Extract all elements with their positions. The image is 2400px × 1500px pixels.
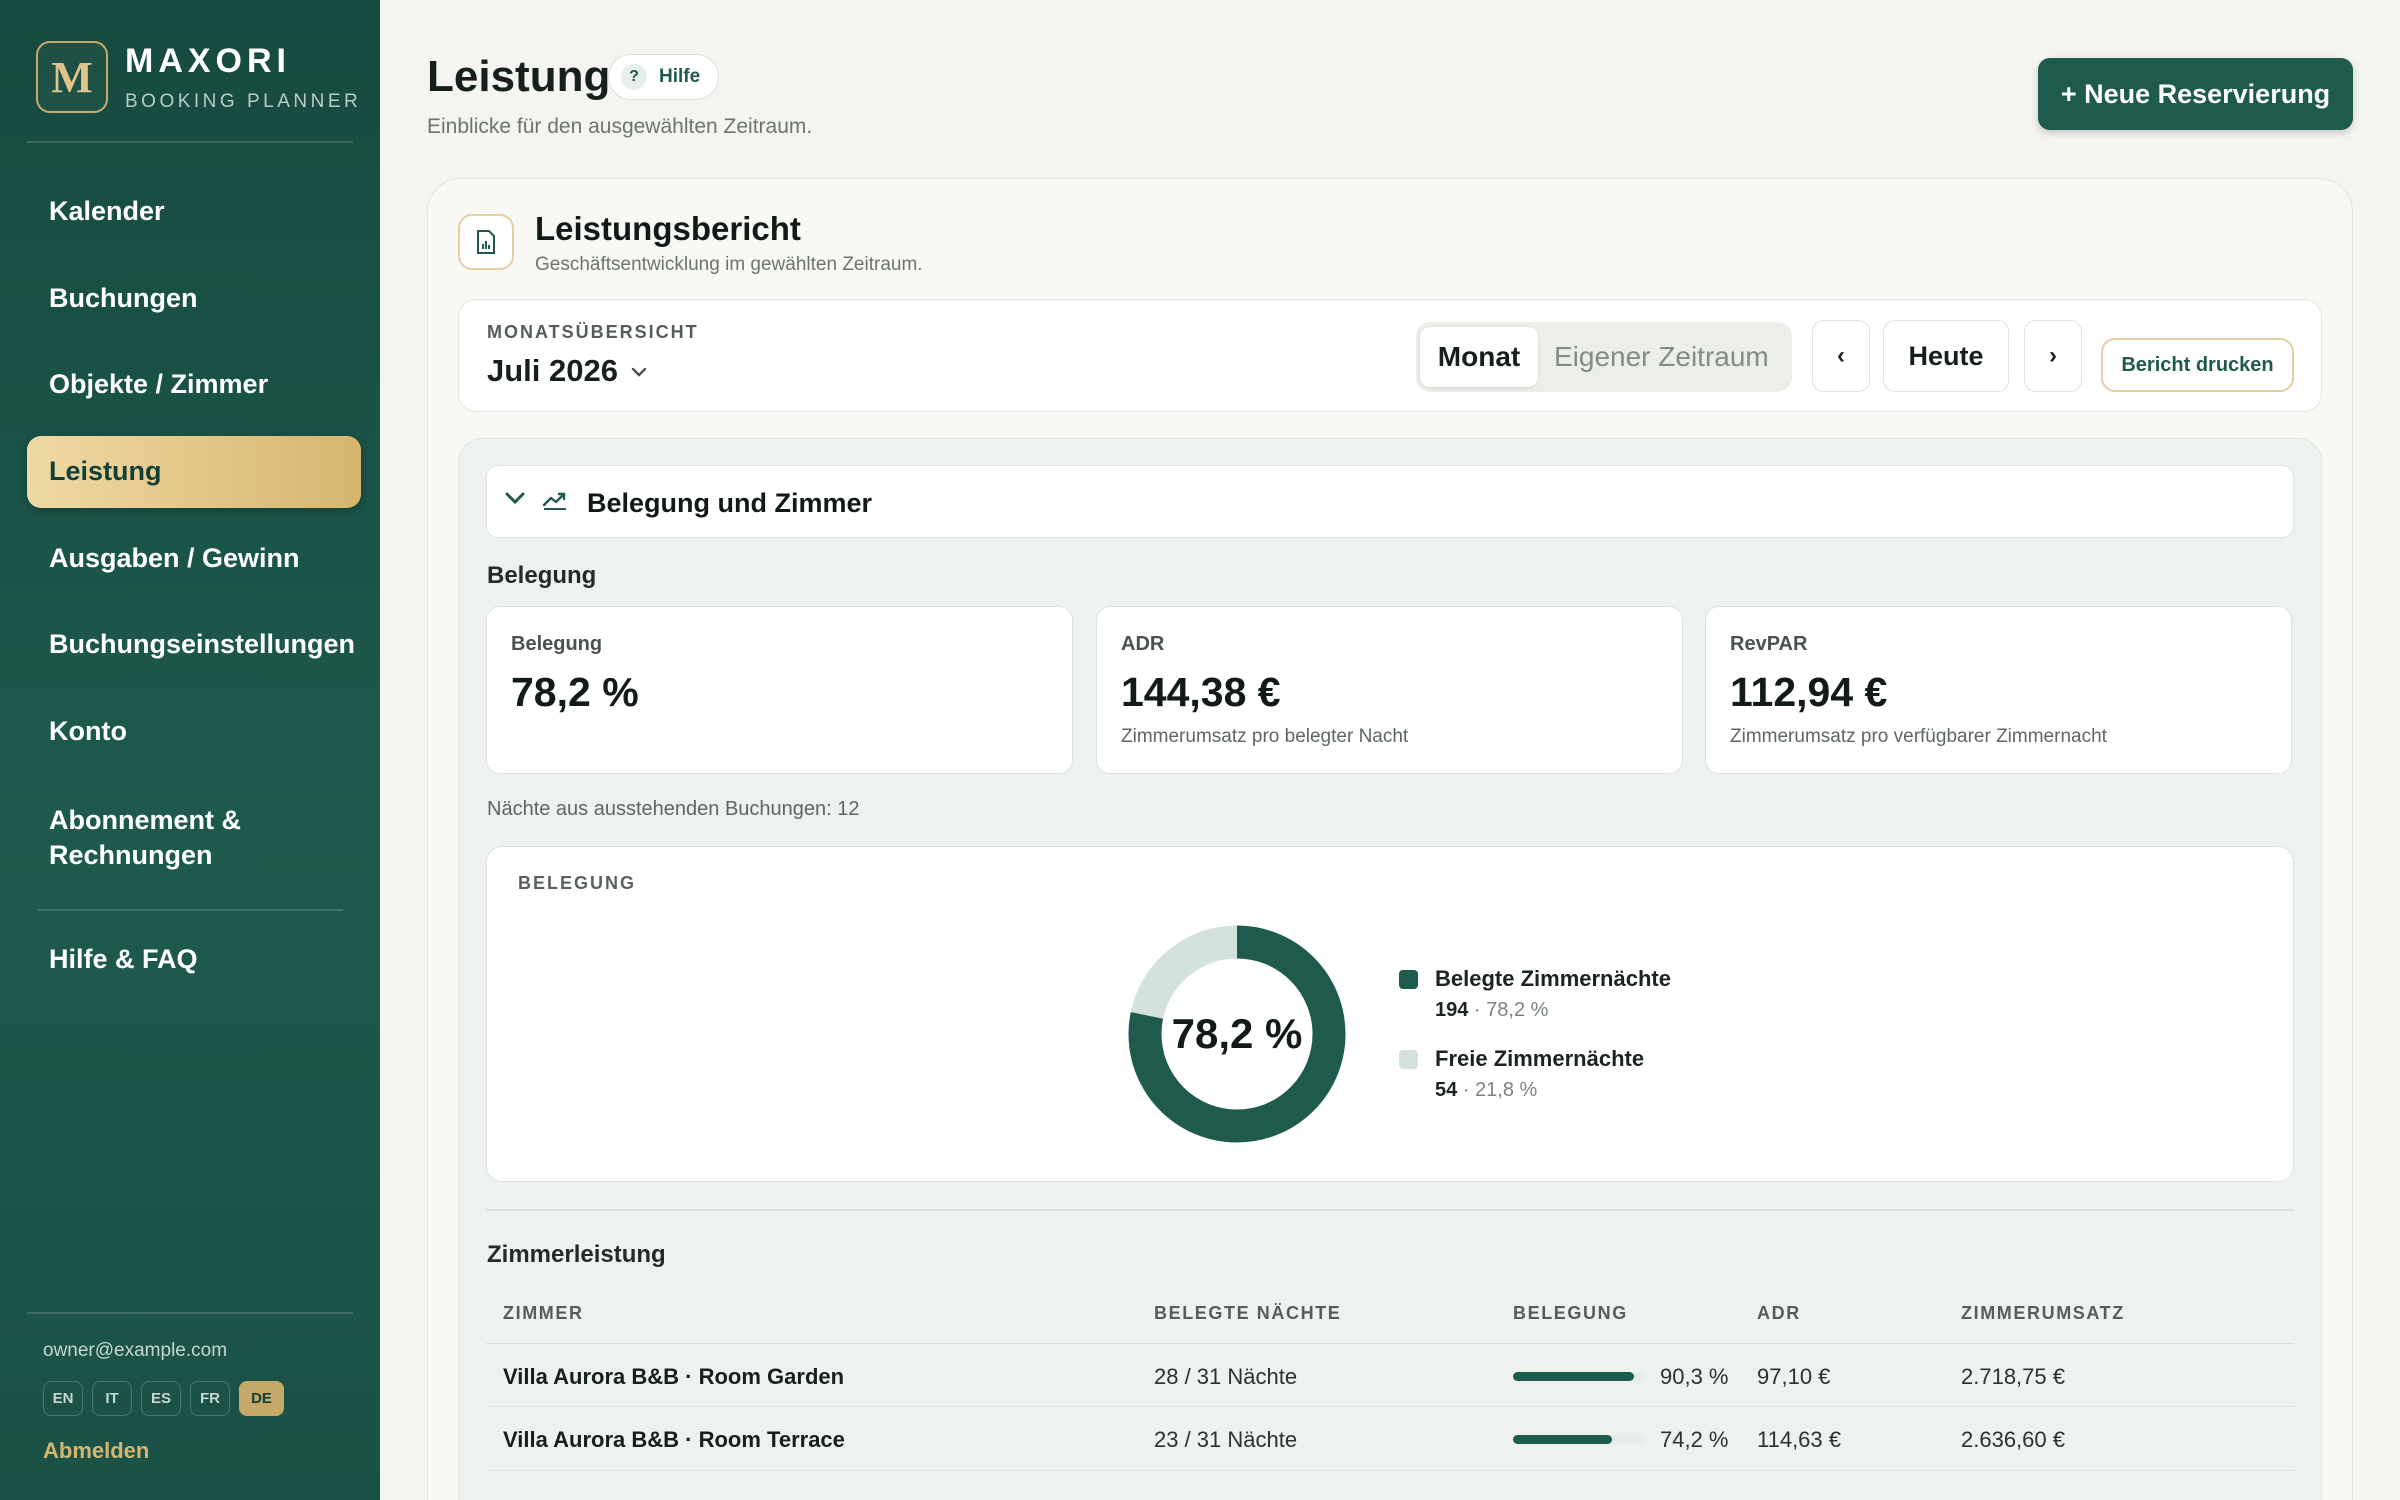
row-divider (486, 1470, 2294, 1471)
report-title: Leistungsbericht (535, 210, 801, 247)
chevron-down-icon[interactable] (504, 485, 526, 513)
previous-period-button[interactable]: ‹ (1812, 320, 1870, 392)
language-switcher: EN IT ES FR DE (43, 1381, 284, 1416)
kpi-card-adr: ADR 144,38 € Zimmerumsatz pro belegter N… (1096, 606, 1683, 774)
brand-logo: M (36, 41, 108, 113)
legend-value-occupied: 194 · 78,2 % (1435, 999, 1549, 1021)
language-de-button[interactable]: DE (239, 1381, 284, 1416)
sidebar-item-buchungseinstellungen[interactable]: Buchungseinstellungen (49, 629, 356, 660)
occupancy-bar-fill (1513, 1372, 1634, 1381)
section-divider (486, 1209, 2294, 1211)
chevron-down-icon[interactable] (630, 358, 648, 384)
language-fr-button[interactable]: FR (190, 1381, 230, 1416)
column-header-room: ZIMMER (503, 1303, 584, 1323)
language-it-button[interactable]: IT (92, 1381, 132, 1416)
occupancy-bar (1513, 1435, 1647, 1444)
room-name: Villa Aurora B&B · Room Terrace (503, 1427, 845, 1452)
report-toolbar (458, 299, 2322, 412)
report-subtitle: Geschäftsentwicklung im gewählten Zeitra… (535, 254, 923, 275)
kpi-value: 144,38 € (1121, 669, 1281, 715)
occupancy-chart-card (486, 846, 2294, 1182)
pending-nights-note: Nächte aus ausstehenden Buchungen: 12 (487, 798, 860, 820)
legend-value-free: 54 · 21,8 % (1435, 1079, 1538, 1101)
brand-name: MAXORI (125, 42, 291, 80)
room-nights: 28 / 31 Nächte (1154, 1364, 1298, 1389)
sidebar-item-objekte-zimmer[interactable]: Objekte / Zimmer (49, 369, 269, 400)
legend-label-occupied: Belegte Zimmernächte (1435, 966, 1671, 991)
column-header-revenue: ZIMMERUMSATZ (1961, 1303, 2125, 1323)
legend-swatch-occupied (1399, 970, 1418, 989)
kpi-label: ADR (1121, 633, 1165, 655)
page-title: Leistung (427, 52, 611, 101)
room-name: Villa Aurora B&B · Room Garden (503, 1364, 845, 1389)
sidebar: M MAXORI BOOKING PLANNER Kalender Buchun… (0, 0, 380, 1500)
room-nights: 23 / 31 Nächte (1154, 1427, 1298, 1452)
column-header-occupancy: BELEGUNG (1513, 1303, 1628, 1323)
report-chart-icon (458, 214, 514, 270)
help-button[interactable]: ? Hilfe (608, 54, 720, 100)
sidebar-divider (38, 909, 343, 911)
occupancy-donut-chart (1128, 925, 1346, 1143)
today-button[interactable]: Heute (1883, 320, 2009, 392)
page-subtitle: Einblicke für den ausgewählten Zeitraum. (427, 115, 813, 138)
kpi-card-occupancy: Belegung 78,2 % (486, 606, 1073, 774)
table-header-divider (486, 1343, 2294, 1344)
kpi-value: 112,94 € (1730, 669, 1888, 715)
room-performance-heading: Zimmerleistung (487, 1241, 666, 1268)
mode-custom-range-tab[interactable]: Eigener Zeitraum (1554, 341, 1769, 372)
help-label: Hilfe (659, 66, 701, 87)
sidebar-item-buchungen[interactable]: Buchungen (49, 283, 198, 314)
sidebar-item-hilfe-faq[interactable]: Hilfe & FAQ (49, 944, 198, 975)
sidebar-item-abonnement[interactable]: Abonnement & Rechnungen (49, 804, 241, 870)
occupancy-section-title: Belegung und Zimmer (587, 488, 873, 518)
legend-swatch-free (1399, 1050, 1418, 1069)
logout-link[interactable]: Abmelden (43, 1438, 150, 1463)
language-en-button[interactable]: EN (43, 1381, 83, 1416)
kpi-value: 78,2 % (511, 669, 639, 715)
occupancy-section-header[interactable] (486, 465, 2294, 538)
language-es-button[interactable]: ES (141, 1381, 181, 1416)
kpi-card-revpar: RevPAR 112,94 € Zimmerumsatz pro verfügb… (1705, 606, 2292, 774)
column-header-nights: BELEGTE NÄCHTE (1154, 1303, 1342, 1323)
month-selector[interactable]: Juli 2026 (487, 353, 618, 388)
trend-icon (542, 490, 568, 515)
next-period-button[interactable]: › (2024, 320, 2082, 392)
room-revenue: 2.636,60 € (1961, 1427, 2065, 1452)
room-occupancy: 90,3 % (1660, 1364, 1729, 1389)
room-occupancy: 74,2 % (1660, 1427, 1729, 1452)
sidebar-item-kalender[interactable]: Kalender (49, 196, 165, 227)
brand-subtitle: BOOKING PLANNER (125, 91, 362, 112)
occupancy-bar-fill (1513, 1435, 1613, 1444)
room-adr: 114,63 € (1757, 1427, 1842, 1452)
kpi-note: Zimmerumsatz pro belegter Nacht (1121, 726, 1409, 747)
sidebar-item-ausgaben-gewinn[interactable]: Ausgaben / Gewinn (49, 543, 300, 574)
sidebar-item-konto[interactable]: Konto (49, 716, 127, 747)
kpi-label: RevPAR (1730, 633, 1808, 655)
sidebar-divider (27, 1312, 353, 1314)
room-adr: 97,10 € (1757, 1364, 1831, 1389)
kpi-label: Belegung (511, 633, 603, 655)
room-revenue: 2.718,75 € (1961, 1364, 2065, 1389)
kpi-note: Zimmerumsatz pro verfügbarer Zimmernacht (1730, 726, 2107, 747)
account-email: owner@example.com (43, 1340, 228, 1361)
month-overview-label: MONATSÜBERSICHT (487, 322, 699, 342)
mode-month-tab[interactable]: Monat (1420, 327, 1538, 387)
column-header-adr: ADR (1757, 1303, 1801, 1323)
new-reservation-button[interactable]: + Neue Reservierung (2038, 58, 2353, 130)
row-divider (486, 1406, 2294, 1407)
occupancy-subheading: Belegung (487, 562, 597, 589)
sidebar-item-leistung[interactable]: Leistung (27, 436, 361, 508)
occupancy-bar (1513, 1372, 1647, 1381)
legend-label-free: Freie Zimmernächte (1435, 1046, 1645, 1071)
help-icon: ? (621, 64, 647, 90)
print-report-button[interactable]: Bericht drucken (2101, 338, 2294, 392)
sidebar-divider (27, 141, 353, 143)
chart-title: BELEGUNG (518, 873, 637, 893)
donut-center-label: 78,2 % (1171, 1010, 1303, 1057)
donut-slice-occupied (1128, 925, 1346, 1143)
